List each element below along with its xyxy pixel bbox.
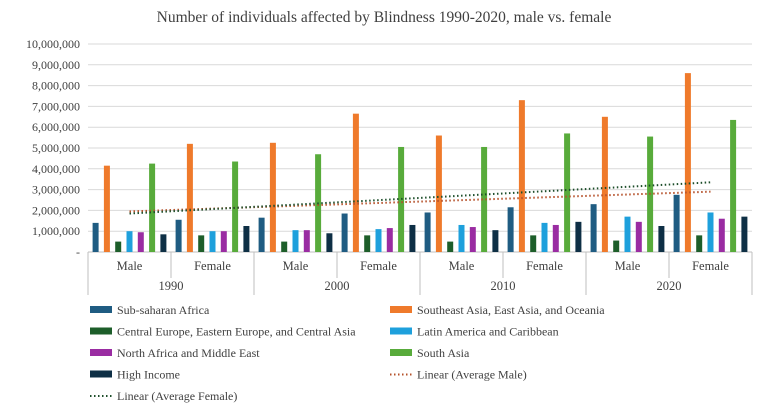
- legend-swatch: [90, 370, 112, 378]
- x-category-label: Male: [117, 259, 143, 273]
- bar: [741, 216, 748, 252]
- bar: [707, 212, 714, 252]
- y-tick-label: 1,000,000: [32, 224, 80, 238]
- bar: [424, 212, 431, 252]
- x-category-label: Female: [692, 259, 729, 273]
- bar: [149, 163, 156, 252]
- bar: [352, 113, 359, 253]
- bar: [590, 204, 597, 252]
- legend-swatch: [90, 349, 112, 356]
- y-tick-label: 7,000,000: [32, 99, 80, 113]
- legend-label: Latin America and Caribbean: [417, 325, 559, 339]
- bar: [435, 135, 442, 252]
- bar: [601, 116, 608, 252]
- bar: [341, 213, 348, 252]
- bar: [103, 165, 110, 252]
- x-category-label: Male: [615, 259, 641, 273]
- bar: [375, 229, 382, 252]
- legend-label: High Income: [117, 368, 180, 382]
- bar: [658, 226, 665, 252]
- y-tick-label: 8,000,000: [32, 79, 80, 93]
- legend-swatch: [90, 306, 112, 313]
- bar: [575, 221, 582, 252]
- trendline: [129, 190, 711, 213]
- x-group-label: 2000: [325, 279, 350, 293]
- bar: [458, 224, 465, 252]
- bar: [209, 231, 216, 252]
- legend-label: Sub-saharan Africa: [117, 303, 210, 317]
- bar: [564, 133, 571, 252]
- bar: [269, 142, 276, 252]
- bar: [386, 228, 393, 252]
- x-category-label: Female: [360, 259, 397, 273]
- bar: [92, 222, 99, 252]
- bar: [232, 161, 239, 252]
- legend-label: South Asia: [417, 346, 470, 360]
- legend-swatch: [390, 306, 412, 313]
- bar: [492, 230, 499, 252]
- chart-title: Number of individuals affected by Blindn…: [157, 9, 612, 26]
- bar: [507, 207, 514, 252]
- legend-swatch: [90, 327, 112, 335]
- bar: [684, 73, 691, 253]
- legend-swatch: [390, 349, 412, 356]
- bar: [518, 100, 525, 252]
- bar: [409, 224, 416, 252]
- legend-label: Linear (Average Male): [417, 368, 527, 382]
- legend-label: North Africa and Middle East: [117, 346, 260, 360]
- x-group-label: 2020: [657, 279, 682, 293]
- y-tick-label: 4,000,000: [32, 162, 80, 176]
- bar: [175, 219, 182, 252]
- bar: [292, 230, 299, 252]
- bar: [447, 241, 454, 252]
- y-tick-label: 2,000,000: [32, 203, 80, 217]
- x-group-label: 2010: [491, 279, 516, 293]
- bar: [326, 233, 333, 252]
- bar: [481, 146, 488, 252]
- bar: [530, 235, 537, 252]
- bar: [303, 230, 310, 252]
- bar: [243, 226, 250, 252]
- bar: [552, 224, 559, 252]
- bar: [137, 232, 144, 252]
- y-tick-label: 10,000,000: [26, 37, 80, 51]
- bar: [635, 221, 642, 252]
- x-category-label: Female: [194, 259, 231, 273]
- x-category-label: Male: [283, 259, 309, 273]
- legend-label: Southeast Asia, East Asia, and Oceania: [417, 303, 605, 317]
- bar: [364, 235, 371, 252]
- bar: [673, 194, 680, 252]
- x-category-label: Female: [526, 259, 563, 273]
- legend-label: Linear (Average Female): [117, 389, 237, 403]
- bar: [160, 234, 167, 252]
- y-tick-label: 3,000,000: [32, 183, 80, 197]
- x-category-label: Male: [449, 259, 475, 273]
- bar: [624, 216, 631, 252]
- bar: [186, 143, 193, 252]
- bar: [541, 222, 548, 252]
- legend-label: Central Europe, Eastern Europe, and Cent…: [117, 325, 356, 339]
- bar: [613, 240, 620, 252]
- y-tick-label: 5,000,000: [32, 141, 80, 155]
- bar: [398, 146, 405, 252]
- bar: [718, 218, 725, 252]
- bar: [281, 241, 288, 252]
- bar: [730, 119, 737, 252]
- bar: [220, 231, 227, 252]
- bar: [126, 231, 133, 252]
- y-tick-label: -: [76, 245, 80, 259]
- x-group-label: 1990: [159, 279, 184, 293]
- y-tick-label: 6,000,000: [32, 120, 80, 134]
- bar: [115, 241, 122, 252]
- bar: [198, 235, 205, 252]
- y-tick-label: 9,000,000: [32, 58, 80, 72]
- bar: [469, 227, 476, 252]
- trendline: [129, 181, 711, 215]
- legend-swatch: [390, 327, 412, 335]
- bar: [258, 217, 265, 252]
- bar: [696, 235, 703, 252]
